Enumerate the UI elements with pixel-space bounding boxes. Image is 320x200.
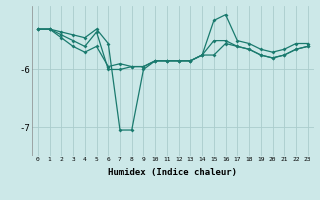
X-axis label: Humidex (Indice chaleur): Humidex (Indice chaleur) (108, 168, 237, 177)
